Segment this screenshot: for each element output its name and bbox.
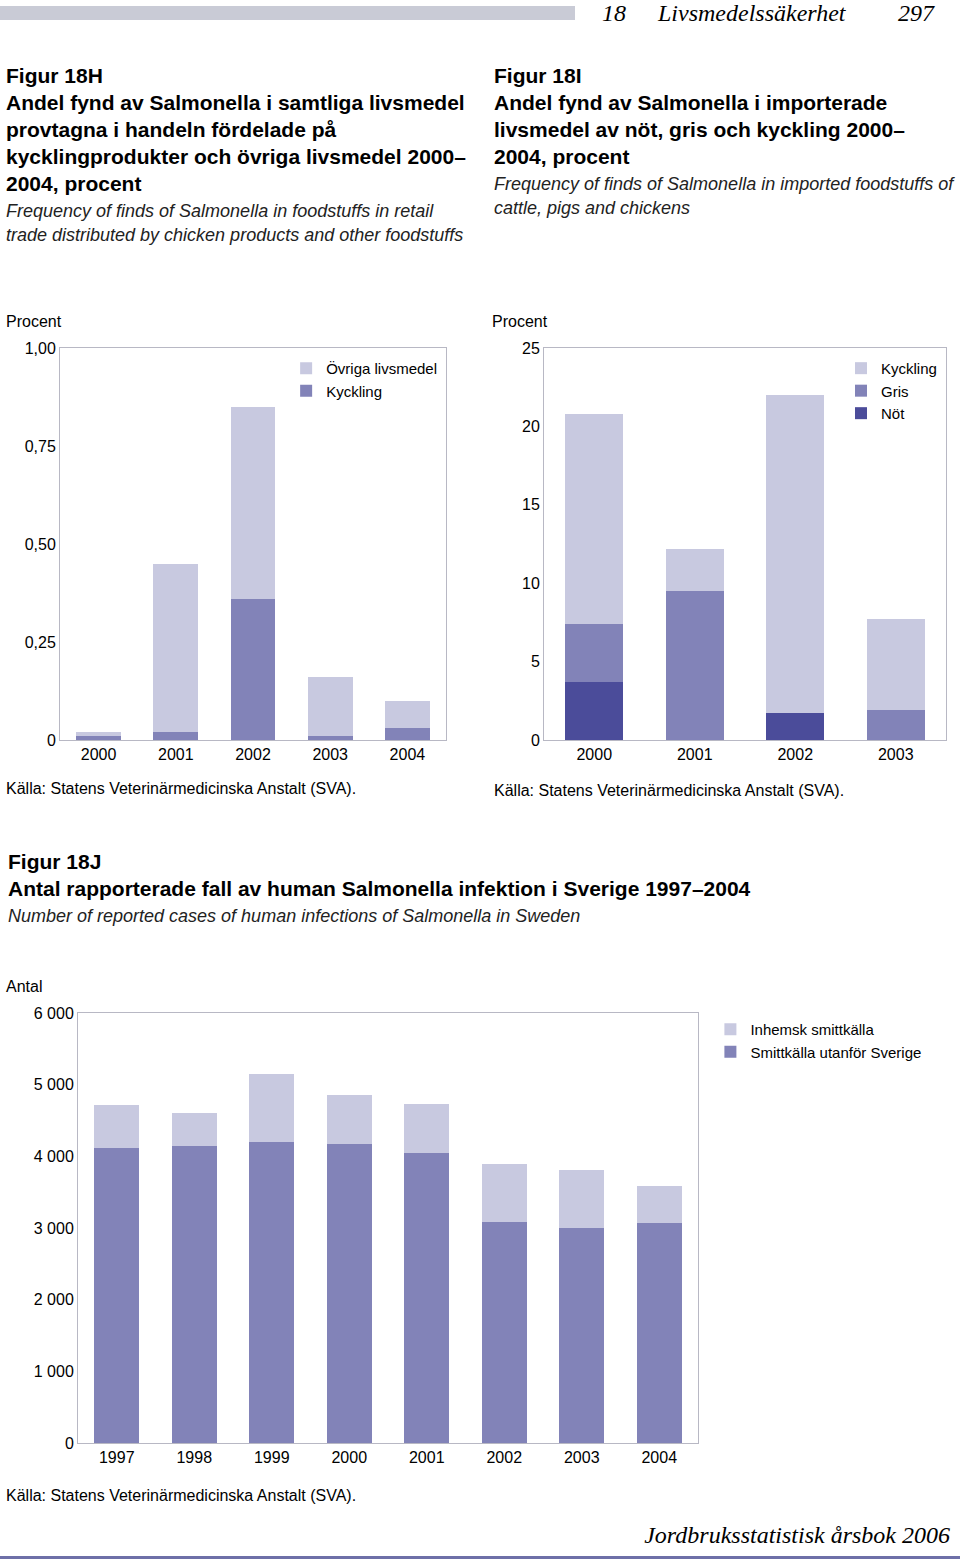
html-text:297: 297: [898, 0, 934, 26]
html-text:18: 18: [602, 0, 626, 26]
svg-text:Kyckling: Kyckling: [881, 360, 937, 377]
svg-text:Nöt: Nöt: [881, 405, 905, 422]
svg-text:2004: 2004: [641, 1449, 677, 1466]
svg-text:Kyckling: Kyckling: [326, 383, 382, 400]
html-text:Andel fynd av Salmonella i imp: Andel fynd av Salmonella i importerade l…: [494, 91, 905, 168]
svg-text:Antal: Antal: [6, 978, 42, 995]
html-text:Frequency of finds of Salmonel: Frequency of finds of Salmonella in impo…: [494, 174, 954, 218]
svg-text:15: 15: [522, 496, 540, 513]
svg-text:2001: 2001: [409, 1449, 445, 1466]
html-text:Livsmedelssäkerhet: Livsmedelssäkerhet: [658, 0, 846, 26]
svg-text:2003: 2003: [312, 746, 348, 763]
html-text:Jordbruksstatistisk årsbok 200: Jordbruksstatistisk årsbok 2006: [644, 1522, 950, 1548]
html-text:Källa: Statens Veterinärmedici: Källa: Statens Veterinärmedicinska Ansta…: [6, 780, 357, 797]
svg-text:2002: 2002: [777, 746, 813, 763]
svg-text:2 000: 2 000: [34, 1291, 74, 1308]
svg-text:1 000: 1 000: [34, 1363, 74, 1380]
svg-text:0,25: 0,25: [25, 634, 56, 651]
svg-text:2004: 2004: [390, 746, 426, 763]
html-text:Källa: Statens Veterinärmedici: Källa: Statens Veterinärmedicinska Ansta…: [6, 1487, 357, 1504]
svg-text:4 000: 4 000: [34, 1148, 74, 1165]
svg-text:Procent: Procent: [492, 313, 548, 330]
html-text:Antal rapporterade fall av hum: Antal rapporterade fall av human Salmone…: [8, 877, 751, 900]
svg-text:1997: 1997: [99, 1449, 135, 1466]
svg-text:1998: 1998: [176, 1449, 212, 1466]
svg-text:2001: 2001: [158, 746, 194, 763]
svg-text:2000: 2000: [331, 1449, 367, 1466]
svg-text:Inhemsk smittkälla: Inhemsk smittkälla: [750, 1021, 874, 1038]
svg-text:Smittkälla utanför Sverige: Smittkälla utanför Sverige: [750, 1044, 921, 1061]
svg-text:1,00: 1,00: [25, 340, 56, 357]
svg-text:5 000: 5 000: [34, 1076, 74, 1093]
svg-text:2002: 2002: [486, 1449, 522, 1466]
svg-text:0: 0: [47, 732, 56, 749]
html-text:Figur 18H: Figur 18H: [6, 64, 103, 87]
svg-text:2000: 2000: [81, 746, 117, 763]
svg-text:2000: 2000: [576, 746, 612, 763]
svg-text:2003: 2003: [564, 1449, 600, 1466]
svg-text:20: 20: [522, 418, 540, 435]
svg-text:Övriga livsmedel: Övriga livsmedel: [326, 360, 437, 377]
svg-text:1999: 1999: [254, 1449, 290, 1466]
svg-text:25: 25: [522, 340, 540, 357]
html-text:Figur 18I: Figur 18I: [494, 64, 582, 87]
svg-text:0: 0: [65, 1435, 74, 1452]
svg-text:2003: 2003: [878, 746, 914, 763]
html-text:Frequency of finds of Salmonel: Frequency of finds of Salmonella in food…: [6, 201, 464, 245]
svg-text:0,75: 0,75: [25, 438, 56, 455]
svg-text:0,50: 0,50: [25, 536, 56, 553]
html-text:Number of reported cases of hu: Number of reported cases of human infect…: [8, 906, 581, 926]
svg-text:3 000: 3 000: [34, 1220, 74, 1237]
html-text:Andel fynd av Salmonella i sam: Andel fynd av Salmonella i samtliga livs…: [6, 91, 466, 195]
svg-text:Procent: Procent: [6, 313, 62, 330]
html-text:Figur 18J: Figur 18J: [8, 850, 102, 873]
svg-text:2002: 2002: [235, 746, 271, 763]
svg-text:6 000: 6 000: [34, 1005, 74, 1022]
svg-text:Gris: Gris: [881, 383, 909, 400]
html-text:Källa: Statens Veterinärmedici: Källa: Statens Veterinärmedicinska Ansta…: [494, 782, 845, 799]
svg-text:0: 0: [531, 732, 540, 749]
svg-text:2001: 2001: [677, 746, 713, 763]
svg-text:10: 10: [522, 575, 540, 592]
svg-text:5: 5: [531, 653, 540, 670]
